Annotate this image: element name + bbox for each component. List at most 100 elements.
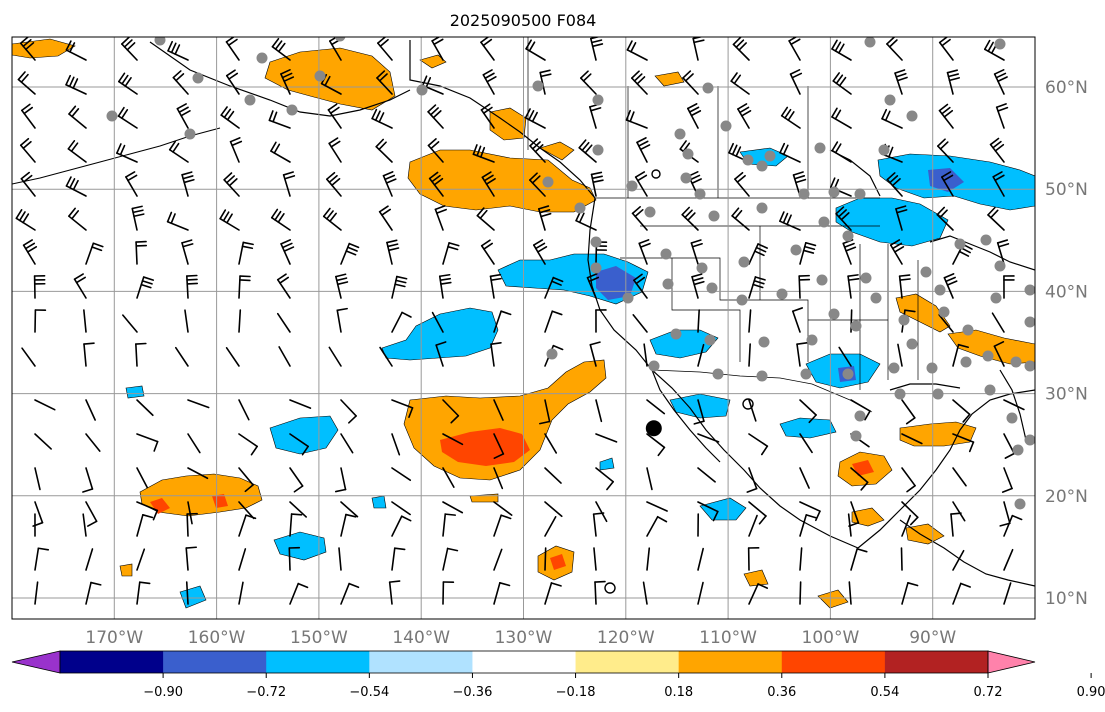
- wind-barb: [544, 467, 562, 484]
- negative-anomaly-area: [779, 417, 837, 439]
- wind-barb: [238, 399, 250, 421]
- wind-barb: [952, 467, 967, 487]
- wind-barb: [831, 39, 852, 61]
- wind-barb: [340, 399, 357, 424]
- station-marker: [818, 216, 830, 228]
- wind-barb: [847, 513, 852, 537]
- wind-barb: [391, 547, 406, 571]
- wind-barb: [901, 514, 912, 537]
- wind-barb: [901, 467, 916, 493]
- wind-barb: [223, 172, 240, 197]
- positive-anomaly-area: [654, 71, 685, 87]
- station-marker: [860, 272, 872, 284]
- wind-barb: [538, 205, 552, 231]
- colorbar-segment: [163, 651, 267, 673]
- map-frame: [11, 36, 1036, 620]
- wind-barb: [681, 206, 699, 231]
- wind-barb: [682, 70, 699, 95]
- wind-barb: [789, 69, 803, 95]
- wind-barb: [442, 581, 455, 605]
- strong-positive-anomaly-core: [852, 460, 874, 476]
- aleutian-coastline: [149, 41, 411, 117]
- wind-barb: [340, 433, 354, 454]
- colorbar-segment: [575, 651, 680, 673]
- wind-barb: [391, 399, 414, 419]
- station-marker: [704, 334, 716, 346]
- wind-barb: [634, 171, 648, 197]
- wind-barb: [595, 399, 603, 423]
- colorbar-tick-label: −0.18: [556, 685, 596, 700]
- wind-barb: [952, 582, 971, 605]
- wind-barb: [327, 103, 342, 129]
- positive-anomaly-area: [817, 589, 849, 609]
- wind-barb: [697, 467, 716, 483]
- wind-barb: [340, 513, 357, 537]
- wind-barb: [897, 343, 903, 367]
- wind-barb: [631, 206, 648, 231]
- station-marker: [712, 368, 724, 380]
- wind-barb: [593, 547, 597, 571]
- wind-barb: [168, 140, 189, 163]
- wind-barb: [34, 547, 50, 571]
- wind-barb: [377, 37, 393, 61]
- pacific-northwest-coastline: [587, 197, 859, 549]
- latitude-label: 60°N: [1045, 78, 1088, 98]
- wind-barb: [524, 108, 546, 129]
- wind-barb: [68, 105, 87, 129]
- colorbar-tick-label: 0.90: [1077, 685, 1105, 700]
- station-marker: [926, 362, 938, 374]
- wind-barb: [431, 311, 444, 333]
- wind-barb: [646, 501, 668, 512]
- wind-barb: [382, 171, 397, 197]
- wind-barb: [135, 342, 147, 367]
- wind-barb: [850, 399, 871, 421]
- station-marker: [416, 84, 428, 96]
- station-marker: [702, 82, 714, 94]
- coastlines: [12, 40, 1035, 587]
- wind-barb: [472, 144, 495, 163]
- wind-barb: [544, 310, 563, 333]
- wind-barb: [737, 103, 752, 129]
- wind-barb: [626, 40, 648, 61]
- latitude-label: 10°N: [1045, 589, 1088, 609]
- wind-barbs: [15, 37, 1025, 605]
- wind-barb: [646, 547, 651, 571]
- wind-barb: [490, 342, 502, 367]
- positive-anomaly-area: [119, 563, 133, 577]
- station-marker: [984, 384, 996, 396]
- station-marker: [994, 260, 1006, 272]
- wind-barb: [780, 106, 801, 129]
- station-marker: [756, 202, 768, 214]
- colorbar-extend-low: [11, 650, 61, 674]
- wind-barb: [799, 399, 817, 424]
- wind-barb: [799, 581, 802, 605]
- wind-barb: [992, 171, 1005, 197]
- station-marker: [764, 150, 776, 162]
- station-marker: [154, 37, 166, 46]
- wind-barb: [482, 69, 497, 95]
- wind-barb: [427, 138, 444, 163]
- wind-barb: [952, 549, 965, 571]
- positive-anomaly-area: [899, 421, 977, 447]
- map-panel: [11, 36, 1036, 620]
- mexico-gulf-coastline: [857, 389, 1035, 549]
- positive-anomaly-area: [895, 293, 951, 333]
- wind-barb: [832, 72, 852, 95]
- wind-barb: [746, 467, 758, 493]
- wind-barb: [68, 207, 87, 231]
- station-marker: [1014, 498, 1026, 510]
- wind-barb: [901, 501, 919, 526]
- wind-barb: [748, 433, 769, 456]
- wind-barb: [34, 309, 47, 333]
- station-marker: [644, 206, 656, 218]
- station-marker: [256, 52, 268, 64]
- station-marker: [674, 128, 686, 140]
- wind-barb: [371, 108, 393, 129]
- wind-barb: [993, 69, 1008, 95]
- wind-barb: [989, 137, 1005, 163]
- station-marker: [1024, 434, 1035, 446]
- wind-barb: [65, 176, 87, 197]
- wind-barb: [646, 433, 666, 457]
- wind-barb: [848, 581, 852, 605]
- station-marker: [790, 244, 802, 256]
